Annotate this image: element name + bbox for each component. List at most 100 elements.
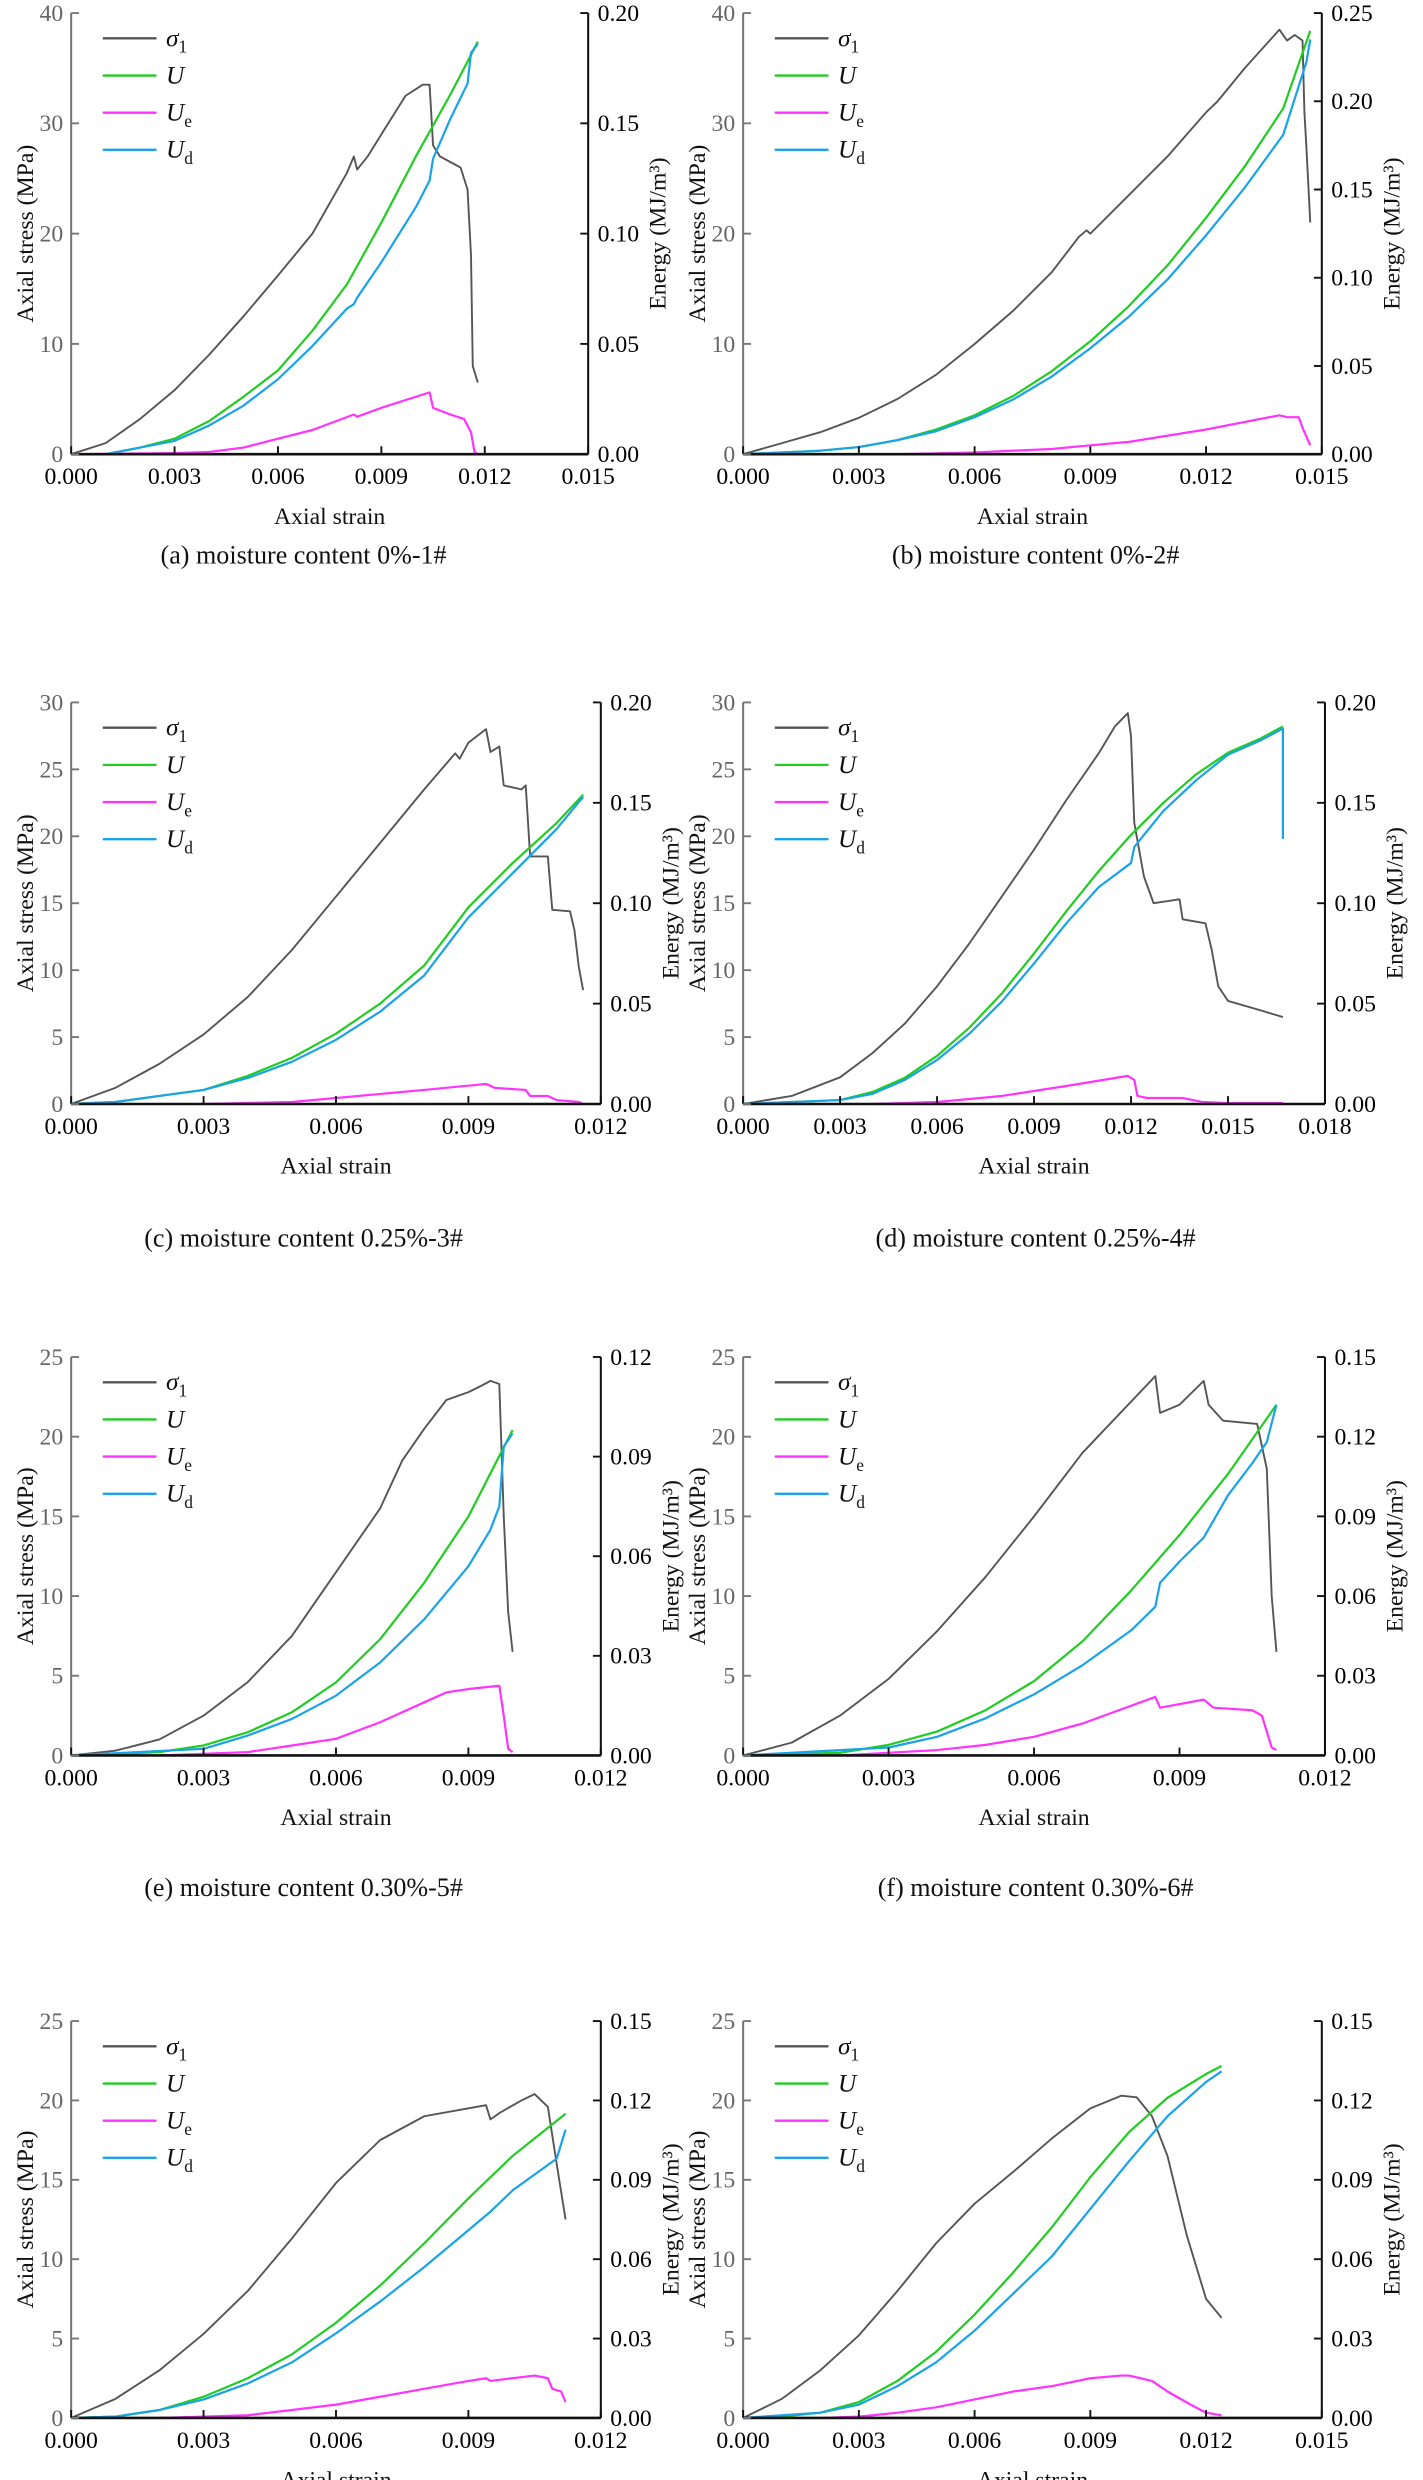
- x-tick-label: 0.012: [574, 2428, 627, 2454]
- x-tick-label: 0.003: [832, 2428, 885, 2454]
- legend-subscript: e: [184, 112, 192, 131]
- x-tick-label: 0.003: [177, 1765, 230, 1791]
- y2-tick-label: 0.15: [1331, 177, 1372, 203]
- series-line-Ue: [71, 391, 479, 456]
- chart-panel: 0.000 0.003 0.006 0.009 0.012 0 5 10 15 20 25 0.00 0…: [13, 1345, 684, 1902]
- legend-label-Ue: Ue: [166, 99, 192, 131]
- y2-tick-label: 0.06: [610, 1544, 652, 1570]
- x-tick-label: 0.012: [1179, 2428, 1232, 2454]
- legend-symbol: U: [838, 2107, 858, 2135]
- legend-symbol: U: [838, 1443, 858, 1471]
- series-line-sigma1: [742, 712, 1284, 1105]
- legend-label-sigma1: σ1: [166, 1368, 187, 1400]
- legend-symbol: U: [166, 61, 186, 89]
- y-axis-label: Axial stress (MPa): [685, 145, 711, 323]
- y-tick-label: 0: [723, 1743, 735, 1769]
- legend-symbol: σ: [838, 1368, 852, 1396]
- y2-tick-label: 0.00: [1334, 1092, 1375, 1118]
- x-tick-label: 0.003: [148, 464, 201, 490]
- x-tick-label: 0.015: [562, 464, 615, 490]
- legend-symbol: U: [166, 136, 186, 164]
- x-tick-label: 0.000: [44, 2428, 97, 2454]
- legend-subscript: d: [184, 1493, 193, 1512]
- legend-subscript: d: [856, 2157, 865, 2176]
- y-tick-label: 20: [40, 2088, 64, 2114]
- y-tick-label: 20: [40, 222, 64, 248]
- x-tick-label: 0.012: [1104, 1114, 1157, 1140]
- x-tick-label: 0.009: [1007, 1114, 1060, 1140]
- x-tick-label: 0.006: [309, 1114, 362, 1140]
- y-axis-label: Axial stress (MPa): [685, 1467, 711, 1645]
- x-tick-label: 0.018: [1298, 1114, 1351, 1140]
- legend-symbol: U: [166, 1405, 186, 1433]
- legend-symbol: U: [838, 788, 858, 816]
- legend-subscript: e: [184, 2120, 192, 2139]
- legend-subscript: 1: [850, 2046, 859, 2065]
- legend-symbol: U: [838, 61, 858, 89]
- legend-label-Ue: Ue: [838, 2107, 864, 2139]
- y2-axis-label: Energy (MJ/m³): [658, 2143, 684, 2295]
- series-line-Ud: [743, 727, 1285, 1106]
- chart-panel: 0.000 0.003 0.006 0.009 0.012 0 5 10 15 20 25 0.00 0…: [13, 2009, 684, 2480]
- x-tick-label: 0.012: [574, 1114, 627, 1140]
- legend-subscript: d: [184, 2157, 193, 2176]
- x-tick-label: 0.003: [813, 1114, 866, 1140]
- legend-label-U: U: [166, 1405, 186, 1433]
- legend-symbol: σ: [166, 714, 180, 742]
- y-tick-label: 20: [40, 1425, 64, 1451]
- y2-tick-label: 0.12: [1331, 2088, 1372, 2114]
- x-tick-label: 0.006: [948, 2428, 1001, 2454]
- legend-symbol: U: [166, 2069, 186, 2097]
- y-tick-label: 15: [40, 1504, 64, 1530]
- y2-tick-label: 0.15: [610, 2009, 651, 2035]
- series-line-sigma1: [742, 28, 1312, 456]
- legend-label-Ue: Ue: [838, 99, 864, 131]
- y2-tick-label: 0.05: [1331, 354, 1372, 380]
- x-tick-label: 0.015: [1295, 2428, 1348, 2454]
- legend-label-U: U: [838, 61, 858, 89]
- series-line-Ue: [897, 414, 1312, 456]
- x-tick-label: 0.015: [1201, 1114, 1254, 1140]
- x-tick-label: 0.009: [1064, 464, 1117, 490]
- y-tick-label: 30: [712, 690, 736, 716]
- chart-panel: 0.000 0.003 0.006 0.009 0.012 0.015 0 5 10 15 20 25…: [685, 2009, 1405, 2480]
- legend-subscript: e: [184, 801, 192, 820]
- y-tick-label: 25: [40, 1345, 64, 1371]
- y-tick-label: 0: [723, 442, 735, 468]
- legend-label-sigma1: σ1: [166, 714, 187, 746]
- x-tick-label: 0.000: [44, 1114, 97, 1140]
- x-axis-label: Axial strain: [978, 1805, 1089, 1831]
- y2-tick-label: 0.20: [610, 690, 651, 716]
- y-axis-label: Axial stress (MPa): [13, 1467, 39, 1645]
- y2-tick-label: 0.20: [1331, 89, 1372, 115]
- x-axis-label: Axial strain: [977, 504, 1088, 530]
- x-tick-label: 0.000: [44, 464, 97, 490]
- y2-tick-label: 0.09: [1331, 2168, 1372, 2194]
- x-tick-label: 0.000: [716, 1765, 769, 1791]
- x-tick-label: 0.006: [910, 1114, 963, 1140]
- x-tick-label: 0.009: [442, 2428, 495, 2454]
- legend-symbol: σ: [166, 1368, 180, 1396]
- y-tick-label: 0: [51, 2406, 63, 2432]
- y2-tick-label: 0.12: [1334, 1425, 1375, 1451]
- x-tick-label: 0.006: [309, 2428, 362, 2454]
- x-tick-label: 0.003: [177, 1114, 230, 1140]
- legend-label-sigma1: σ1: [838, 714, 859, 746]
- legend-symbol: U: [166, 788, 186, 816]
- legend-label-Ud: Ud: [166, 825, 193, 857]
- y2-tick-label: 0.15: [598, 111, 639, 137]
- series-line-Ue: [820, 2374, 1222, 2420]
- y2-axis-label: Energy (MJ/m³): [1382, 1480, 1408, 1632]
- legend-label-Ue: Ue: [166, 788, 192, 820]
- legend-subscript: 1: [178, 2046, 187, 2065]
- series-line-sigma1: [71, 1379, 514, 1757]
- y2-tick-label: 0.05: [610, 992, 651, 1018]
- legend-label-Ue: Ue: [838, 1443, 864, 1475]
- y2-tick-label: 0.06: [610, 2247, 652, 2273]
- y-tick-label: 10: [712, 1584, 736, 1610]
- y2-tick-label: 0.20: [1334, 690, 1375, 716]
- y2-tick-label: 0.12: [610, 1345, 651, 1371]
- series-line-Ud: [71, 1432, 514, 1757]
- x-tick-label: 0.012: [458, 464, 511, 490]
- legend-label-U: U: [166, 2069, 186, 2097]
